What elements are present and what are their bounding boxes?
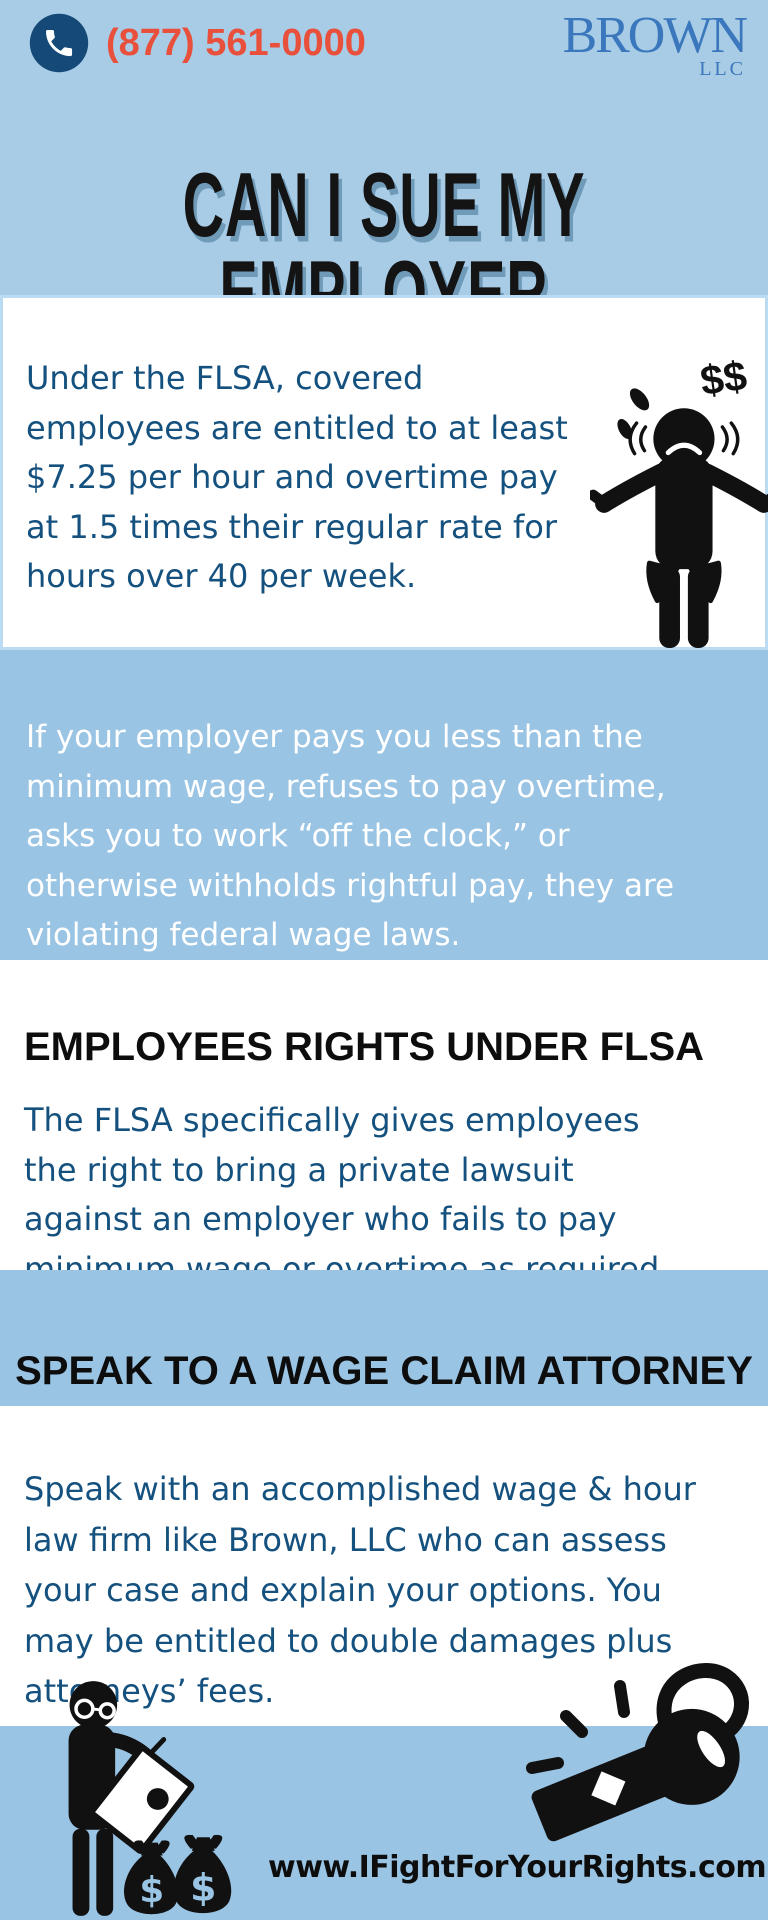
attorney-text: Speak with an accomplished wage & hour l…: [24, 1470, 696, 1711]
phone-icon: [29, 13, 89, 73]
logo-suffix: LLC: [699, 58, 746, 80]
employee-rights-text: The FLSA specifically gives employees th…: [24, 1101, 670, 1288]
section-violations: If your employer pays you less than the …: [0, 650, 768, 960]
section-attorney-heading: SPEAK TO A WAGE CLAIM ATTORNEY: [0, 1270, 768, 1406]
attorney-heading: SPEAK TO A WAGE CLAIM ATTORNEY: [15, 1349, 753, 1394]
empty-pockets-man-icon: $$: [590, 352, 768, 648]
section-employee-rights: EMPLOYEES RIGHTS UNDER FLSA The FLSA spe…: [0, 960, 768, 1288]
phone-number[interactable]: (877) 561-0000: [106, 21, 366, 64]
dollar-caption: $$: [697, 352, 749, 404]
money-bag-symbol: $: [190, 1865, 216, 1909]
brown-llc-logo: BROWN LLC: [562, 7, 748, 81]
phone-contact: (877) 561-0000: [28, 12, 366, 74]
section-flsa-overview: Under the FLSA, covered employees are en…: [0, 295, 768, 650]
money-bag-icon: $: [123, 1840, 179, 1915]
violations-text: If your employer pays you less than the …: [26, 719, 675, 954]
section-attorney-text: Speak with an accomplished wage & hour l…: [0, 1406, 768, 1726]
employee-rights-heading: EMPLOYEES RIGHTS UNDER FLSA: [24, 1025, 705, 1070]
logo-text: BROWN: [562, 7, 748, 64]
money-bag-symbol: $: [139, 1870, 164, 1911]
money-bag-icon: $: [173, 1834, 232, 1914]
attorney-writing-icon: $ $: [68, 1681, 232, 1916]
whistleblower-whistle-icon: [526, 1663, 749, 1842]
website-url[interactable]: www.IFightForYourRights.com: [268, 1850, 767, 1885]
header-area: (877) 561-0000 BROWN LLC CAN I SUE MY EM…: [0, 0, 768, 427]
flsa-overview-text: Under the FLSA, covered employees are en…: [26, 359, 568, 596]
